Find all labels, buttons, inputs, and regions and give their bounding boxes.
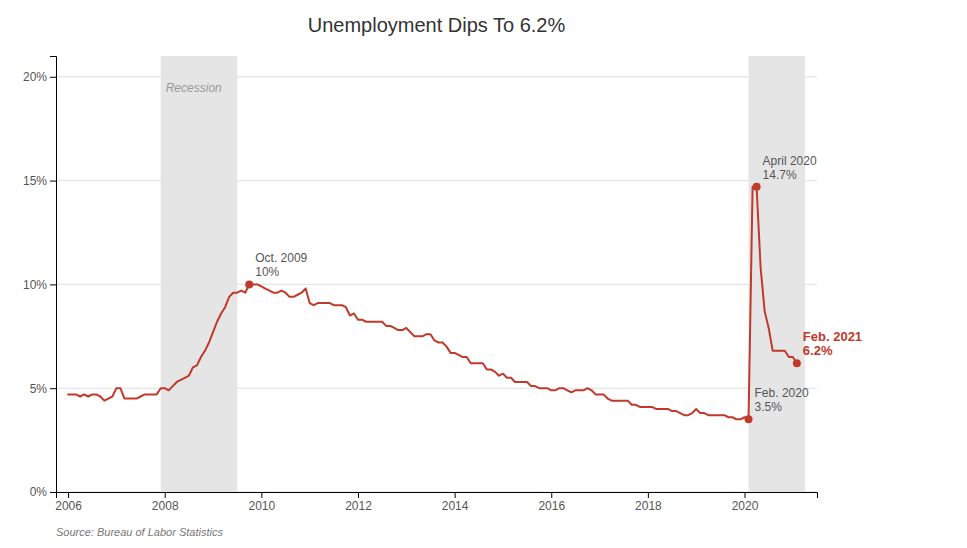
y-tick-label: 15% — [23, 174, 47, 188]
x-tick: 2010 — [248, 492, 275, 513]
marks — [68, 56, 805, 492]
y-tick-label: 0% — [30, 485, 48, 499]
x-tick-label: 2012 — [345, 499, 372, 513]
annotation-dot — [793, 359, 801, 367]
x-tick: 2018 — [635, 492, 662, 513]
x-axis: 2006 2008 2010 2012 2014 2016 2018 2020 — [55, 492, 817, 513]
x-tick-label: 2014 — [442, 499, 469, 513]
title: Unemployment Dips To 6.2% — [308, 14, 566, 36]
x-tick-mark — [68, 492, 69, 498]
plot: 2006 2008 2010 2012 2014 2016 2018 2020 0% 5% 10% 1… — [23, 56, 862, 513]
y-tick-mark — [50, 284, 56, 285]
y-tick: 5% — [30, 382, 56, 396]
x-tick: 2020 — [732, 492, 759, 513]
band-label: Recession — [166, 81, 222, 95]
x-tick: 2008 — [152, 492, 179, 513]
annotation-dot — [753, 183, 761, 191]
annotation-line: April 2020 — [763, 154, 817, 168]
annotation-line: 14.7% — [763, 168, 797, 182]
y-tick-mark — [50, 388, 56, 389]
y-axis: 0% 5% 10% 15% 20% — [23, 57, 57, 500]
annotation-label: Feb. 20216.2% — [803, 329, 862, 358]
x-tick: 2014 — [442, 492, 469, 513]
annotation-line: Feb. 2021 — [803, 329, 862, 344]
x-tick: 2012 — [345, 492, 372, 513]
x-tick-label: 2018 — [635, 499, 662, 513]
annotation-dot — [245, 280, 253, 288]
y-tick-label: 20% — [23, 70, 47, 84]
y-tick-label: 5% — [30, 382, 48, 396]
shaded-band — [749, 56, 805, 492]
source: Source: Bureau of Labor Statistics — [56, 526, 223, 538]
y-tick: 10% — [23, 278, 56, 292]
x-tick-label: 2020 — [732, 499, 759, 513]
y-tick: 20% — [23, 70, 56, 84]
x-tick-label: 2006 — [55, 499, 82, 513]
x-axis-line — [57, 493, 818, 499]
y-tick: 15% — [23, 174, 56, 188]
annotation-line: 3.5% — [755, 400, 783, 414]
annotation-dot — [745, 415, 753, 423]
annotation-label: April 202014.7% — [763, 154, 817, 182]
y-tick-mark — [50, 181, 56, 182]
x-tick-label: 2008 — [152, 499, 179, 513]
x-tick-mark — [648, 492, 649, 498]
y-axis-line — [50, 57, 57, 493]
x-tick-mark — [455, 492, 456, 498]
x-tick: 2006 — [55, 492, 82, 513]
annotation-label: Oct. 200910% — [255, 251, 307, 279]
y-tick-label: 10% — [23, 278, 47, 292]
y-tick-mark — [50, 77, 56, 78]
annotation-line: Oct. 2009 — [255, 251, 307, 265]
annotations: Recession Oct. 200910% April 202014.7% Feb.… — [166, 81, 862, 414]
y-tick-mark — [50, 492, 56, 493]
x-tick-label: 2010 — [248, 499, 275, 513]
data-line — [68, 187, 797, 420]
x-tick-mark — [261, 492, 262, 498]
x-tick-mark — [745, 492, 746, 498]
annotation-line: Feb. 2020 — [755, 386, 809, 400]
x-tick: 2016 — [538, 492, 565, 513]
annotation-line: 6.2% — [803, 343, 833, 358]
x-tick-mark — [358, 492, 359, 498]
chart-svg: 2006 2008 2010 2012 2014 2016 2018 2020 0% 5% 10% 1… — [0, 0, 967, 548]
shaded-band — [161, 56, 237, 492]
x-tick-mark — [551, 492, 552, 498]
annotation-line: 10% — [255, 265, 279, 279]
x-tick-label: 2016 — [538, 499, 565, 513]
annotation-label: Feb. 20203.5% — [755, 386, 809, 414]
chart-container: 2006 2008 2010 2012 2014 2016 2018 2020 0% 5% 10% 1… — [0, 0, 967, 548]
x-tick-mark — [165, 492, 166, 498]
y-tick: 0% — [30, 485, 56, 499]
